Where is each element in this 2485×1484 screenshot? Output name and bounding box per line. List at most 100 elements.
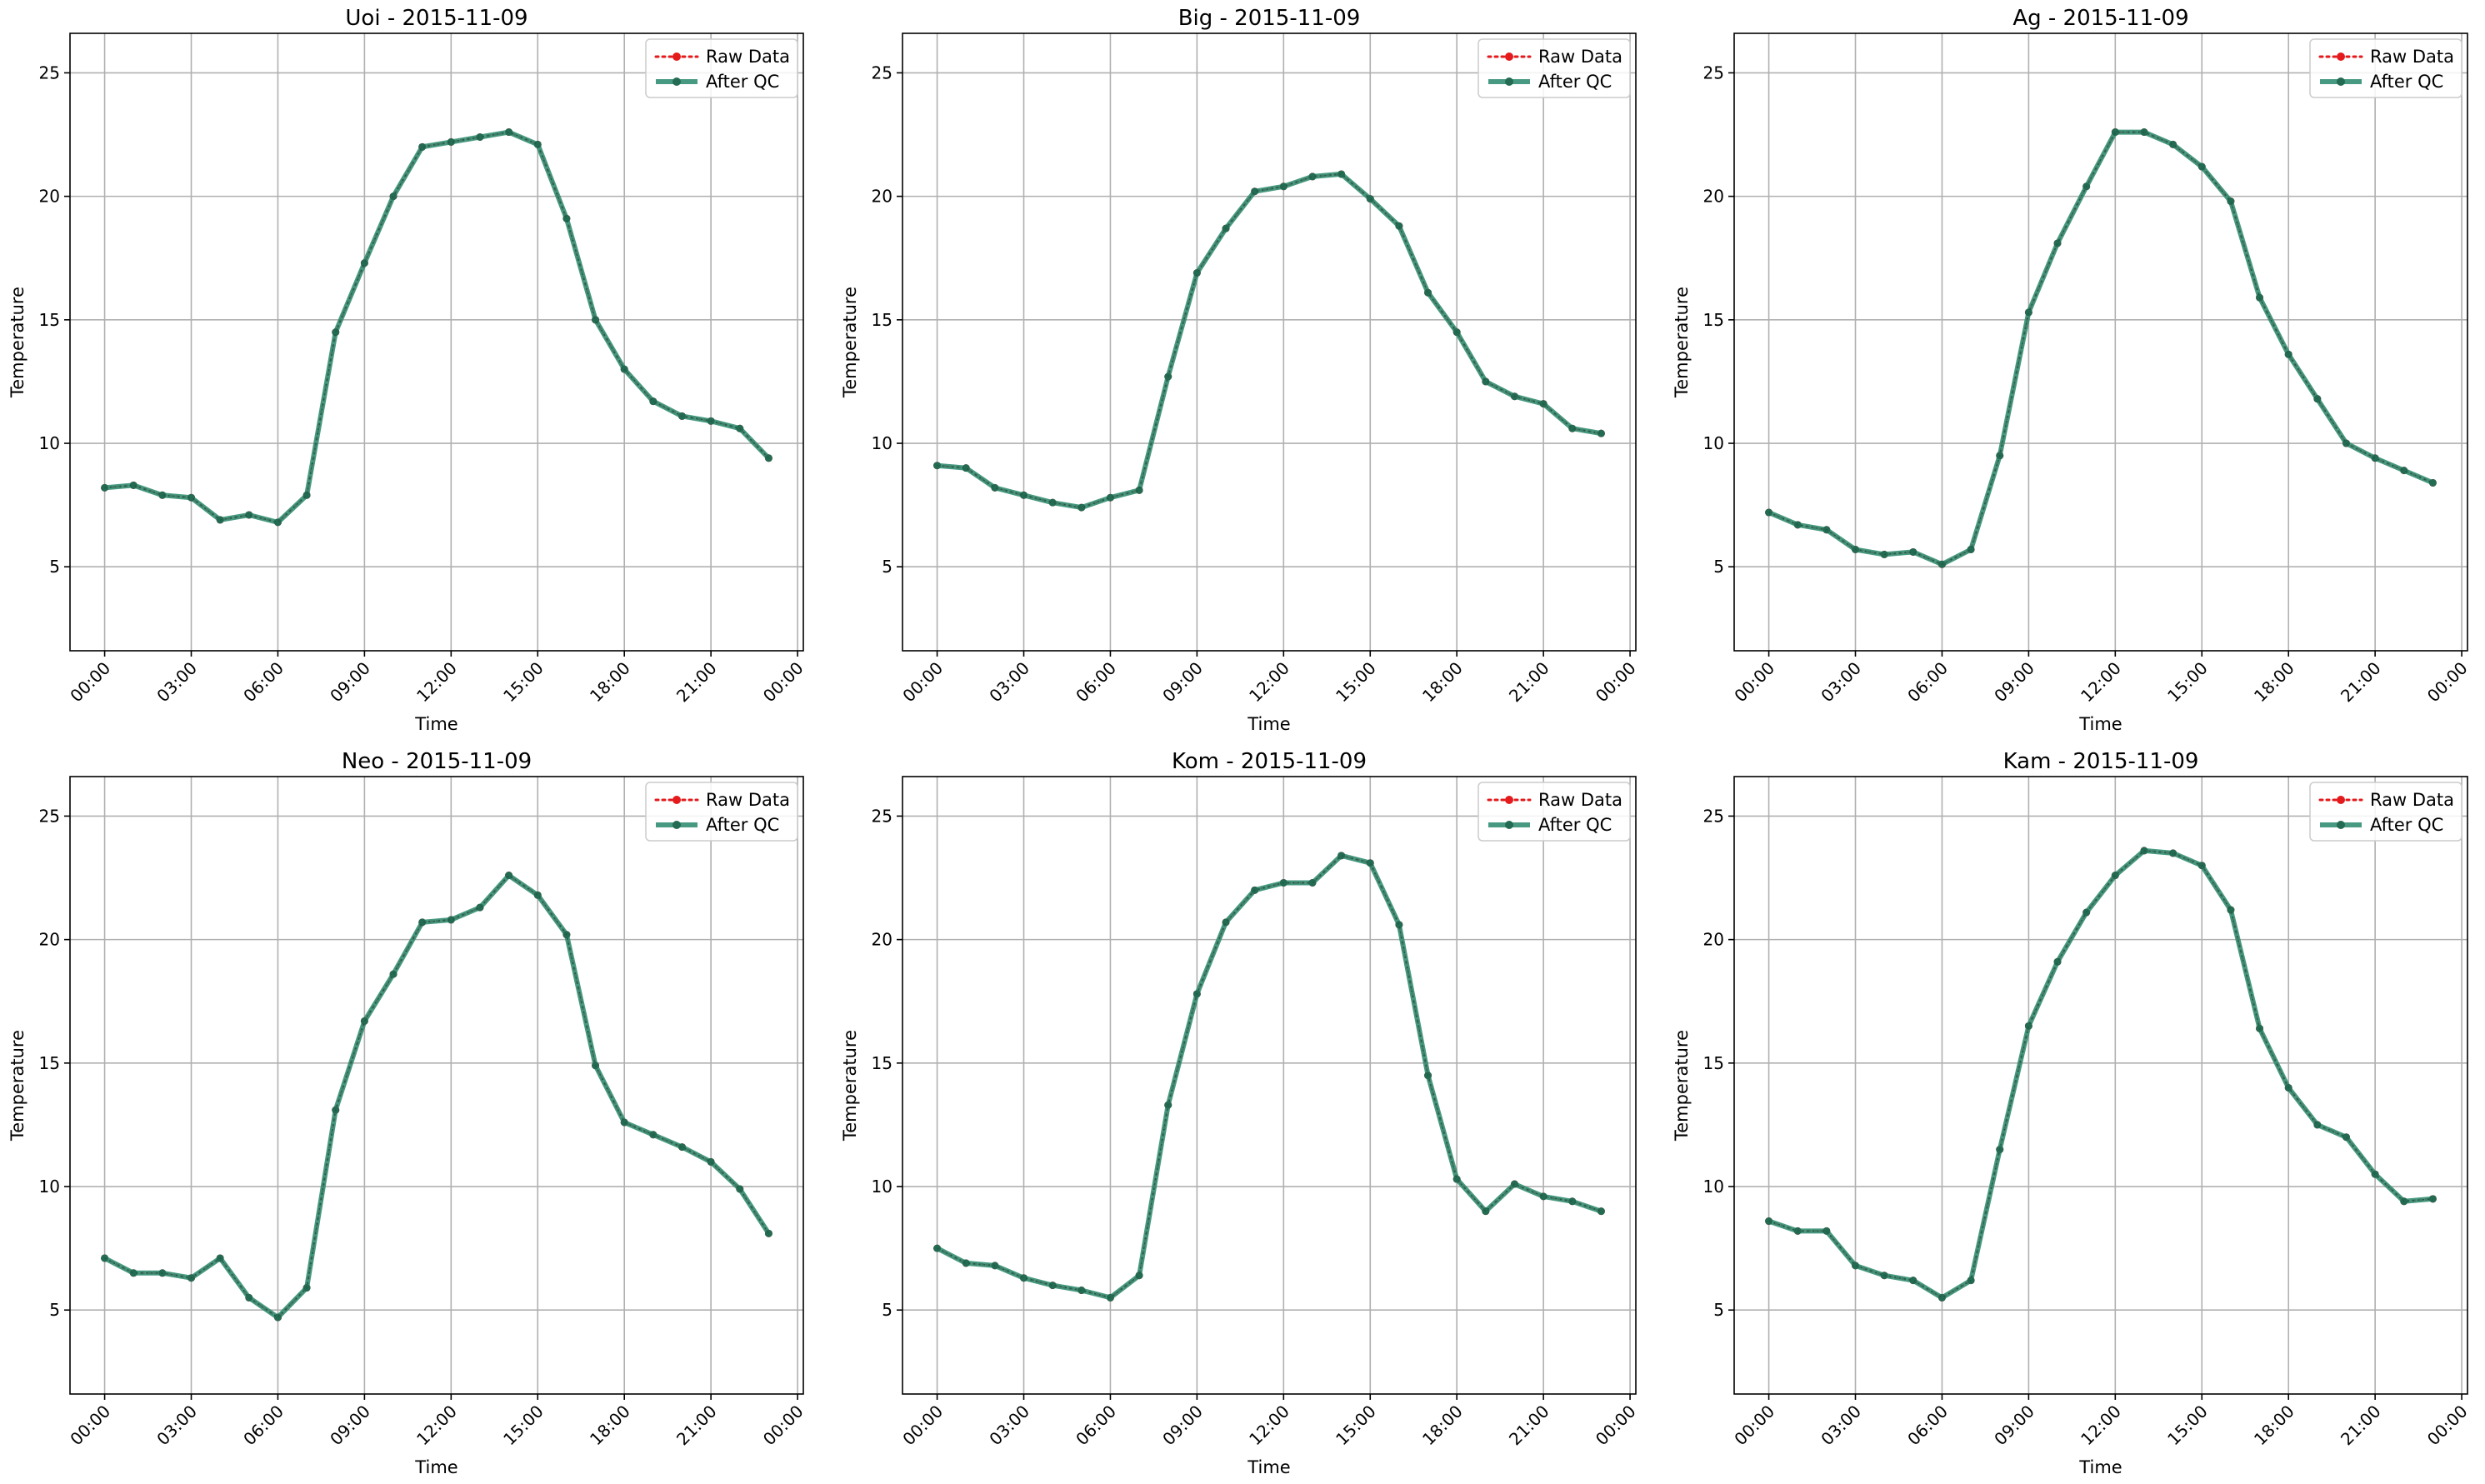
after-qc-point: [1909, 1277, 1918, 1285]
axes-frame: [902, 776, 1637, 1395]
x-axis-label: Time: [2078, 714, 2122, 734]
legend-raw-marker: [2337, 796, 2345, 804]
after-qc-point: [1765, 1217, 1773, 1226]
raw-overlay-line: [104, 874, 770, 1319]
after-qc-point: [1366, 859, 1374, 867]
after-qc-point: [389, 192, 398, 201]
after-qc-point: [1106, 1293, 1114, 1302]
y-tick-label: 20: [1703, 930, 1724, 950]
y-tick-label: 20: [872, 930, 892, 950]
after-qc-point: [245, 1293, 253, 1302]
x-tick-label: 21:00: [2337, 658, 2385, 707]
x-tick-label: 15:00: [1332, 658, 1380, 707]
y-tick-label: 5: [49, 557, 60, 577]
after-qc-point: [2024, 308, 2032, 317]
after-qc-point: [1020, 1274, 1028, 1282]
after-qc-point: [216, 516, 224, 524]
after-qc-point: [1395, 921, 1403, 929]
after-qc-point: [1852, 1262, 1860, 1270]
x-tick-label: 12:00: [412, 1402, 461, 1450]
after-qc-point: [1967, 545, 1975, 553]
y-tick-label: 20: [872, 187, 892, 207]
y-tick-label: 20: [39, 187, 60, 207]
after-qc-point: [592, 316, 600, 324]
axes-frame: [1733, 32, 2468, 652]
x-tick-label: 21:00: [2337, 1402, 2385, 1450]
y-tick-label: 15: [39, 310, 60, 330]
after-qc-point: [1482, 1207, 1490, 1216]
x-tick-label: 09:00: [326, 1402, 374, 1450]
series-line-after-qc: [1768, 847, 2433, 1301]
x-tick-label: 06:00: [239, 658, 288, 707]
after-qc-point: [764, 454, 772, 462]
after-qc-point: [1048, 1282, 1057, 1290]
chart-panel-4: 5 10 15 20 25 00:00 03:00 06:00 09:00 12:00 15:00 1…: [8, 749, 808, 1477]
after-qc-point: [1338, 852, 1346, 860]
y-tick-label: 10: [872, 1177, 892, 1197]
after-qc-point: [1424, 288, 1432, 297]
y-tick-label: 10: [39, 433, 60, 453]
after-qc-point: [360, 259, 368, 267]
after-qc-point: [2428, 478, 2437, 487]
y-axis-label: Temperature: [1672, 287, 1692, 398]
legend: Raw Data After QC: [1478, 38, 1631, 98]
x-tick-label: 00:00: [1730, 1402, 1778, 1450]
legend-raw-marker: [672, 796, 681, 804]
after-qc-point: [1106, 493, 1114, 502]
y-tick-label: 15: [872, 310, 892, 330]
after-qc-point: [2284, 350, 2292, 358]
legend-raw-label: Raw Data: [2370, 790, 2454, 810]
legend-raw-marker: [1505, 52, 1513, 61]
y-tick-label: 5: [49, 1300, 60, 1320]
chart-panel-1: 5 10 15 20 25 00:00 03:00 06:00 09:00 12:00 15:00 1…: [8, 6, 808, 734]
after-qc-point: [1880, 1272, 1888, 1280]
x-tick-label: 06:00: [1903, 658, 1952, 707]
after-qc-point: [1909, 547, 1918, 556]
legend: Raw Data After QC: [645, 782, 798, 842]
x-tick-label: 18:00: [2250, 658, 2298, 707]
after-qc-point: [1192, 269, 1201, 277]
legend-raw-marker: [1505, 796, 1513, 804]
after-qc-point: [1135, 486, 1143, 494]
legend-raw-marker: [672, 52, 681, 61]
axes-frame: [69, 32, 804, 652]
legend-qc-marker: [2337, 77, 2345, 86]
legend-qc-marker: [1505, 77, 1513, 86]
after-qc-point: [2428, 1195, 2437, 1203]
x-tick-label: 15:00: [499, 658, 548, 707]
x-axis-label: Time: [2078, 1457, 2122, 1477]
after-qc-point: [1539, 1192, 1548, 1201]
series-line-after-qc: [937, 171, 1602, 511]
chart-title: Ag - 2015-11-09: [2012, 6, 2188, 31]
after-qc-point: [1597, 429, 1605, 437]
after-qc-point: [678, 1143, 686, 1152]
after-qc-point: [2342, 439, 2350, 447]
x-tick-label: 09:00: [1158, 658, 1207, 707]
legend: Raw Data After QC: [1478, 782, 1631, 842]
after-qc-point: [2313, 1121, 2322, 1129]
legend-qc-marker: [2337, 821, 2345, 829]
after-qc-point: [2400, 467, 2408, 475]
x-tick-label: 12:00: [2077, 658, 2125, 707]
x-tick-label: 18:00: [1418, 1402, 1467, 1450]
legend-raw-label: Raw Data: [2370, 47, 2454, 67]
y-axis-label: Temperature: [8, 287, 28, 398]
after-qc-point: [2024, 1022, 2032, 1030]
after-qc-point: [360, 1017, 368, 1025]
chart-title: Neo - 2015-11-09: [342, 749, 532, 774]
y-tick-label: 15: [1703, 310, 1724, 330]
after-qc-point: [2111, 128, 2119, 137]
x-tick-label: 12:00: [1245, 658, 1293, 707]
after-qc-point: [101, 483, 109, 492]
y-tick-label: 25: [39, 62, 60, 82]
x-tick-label: 09:00: [1990, 658, 2038, 707]
x-tick-label: 15:00: [2163, 658, 2212, 707]
after-qc-point: [447, 137, 455, 146]
after-qc-point: [418, 918, 427, 927]
x-tick-label: 21:00: [672, 1402, 721, 1450]
after-qc-point: [158, 491, 167, 499]
after-qc-point: [2053, 957, 2062, 966]
x-tick-label: 21:00: [1505, 1402, 1553, 1450]
after-qc-point: [1938, 1293, 1946, 1302]
x-axis-label: Time: [1247, 714, 1290, 734]
